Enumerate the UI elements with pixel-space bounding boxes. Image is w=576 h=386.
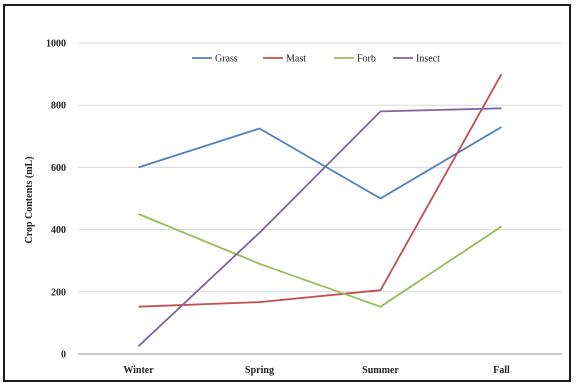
y-axis-label: Crop Contents (mL)	[24, 156, 35, 243]
series-line-forb	[138, 213, 502, 308]
series-lines	[137, 73, 503, 347]
y-tick-200: 200	[51, 287, 66, 298]
legend-label-grass: Grass	[215, 54, 238, 65]
legend: Grass Mast Forb Insect	[192, 54, 440, 65]
y-tick-400: 400	[51, 225, 66, 236]
y-tick-600: 600	[51, 163, 66, 174]
y-tick-0: 0	[61, 350, 66, 361]
legend-label-mast: Mast	[286, 54, 306, 65]
series-line-grass	[138, 126, 502, 200]
y-tick-800: 800	[51, 101, 66, 112]
chart-frame	[3, 4, 571, 382]
legend-label-forb: Forb	[357, 54, 376, 65]
x-tick-labels: Winter Spring Summer Fall	[123, 365, 510, 376]
x-tick-winter: Winter	[123, 365, 154, 376]
legend-label-insect: Insect	[416, 54, 440, 65]
x-tick-spring: Spring	[245, 365, 274, 376]
gridlines	[78, 42, 562, 355]
x-tick-fall: Fall	[493, 365, 510, 376]
x-tick-summer: Summer	[362, 365, 399, 376]
y-tick-1000: 1000	[46, 39, 66, 50]
series-line-insect	[137, 107, 502, 347]
y-tick-labels: 0 200 400 600 800 1000	[46, 39, 66, 361]
series-line-mast	[138, 73, 503, 308]
